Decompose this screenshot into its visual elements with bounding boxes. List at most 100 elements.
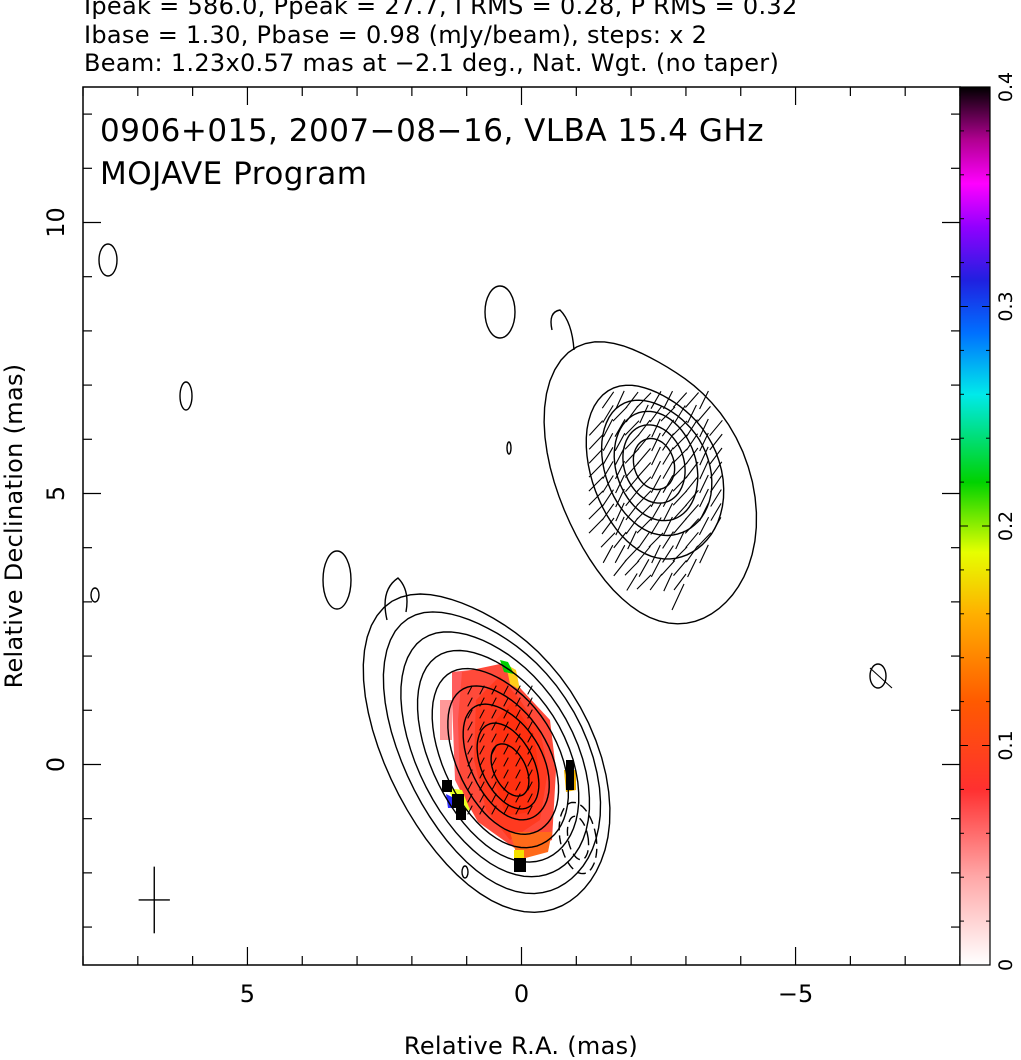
evpa-stick-109	[627, 530, 637, 550]
core-evpa-stick	[491, 733, 497, 743]
core-evpa-stick	[479, 781, 485, 791]
evpa-stick-104	[684, 518, 700, 534]
evpa-stick-97	[601, 517, 615, 535]
core-evpa-stick	[503, 745, 509, 755]
jet-contour-1	[543, 341, 758, 625]
evpa-stick-10	[602, 405, 614, 423]
evpa-stick-57	[651, 460, 661, 480]
core-evpa-stick	[527, 733, 533, 743]
evpa-stick-64	[602, 475, 614, 493]
evpa-stick-118	[624, 546, 640, 562]
evpa-stick-130	[673, 560, 687, 576]
evpa-stick-86	[601, 503, 615, 521]
evpa-stick-108	[613, 531, 627, 549]
evpa-stick-101	[650, 517, 662, 535]
evpa-stick-67	[636, 476, 652, 492]
evpa-stick-102	[663, 516, 673, 536]
core-evpa-stick	[479, 793, 485, 803]
core-evpa-stick	[515, 793, 521, 803]
core-evpa-stick	[491, 757, 497, 767]
evpa-stick-73	[709, 475, 723, 493]
core-evpa-stick	[467, 697, 473, 707]
core-evpa-stick	[527, 721, 533, 731]
core-evpa-stick	[467, 721, 473, 731]
evpa-stick-44	[624, 448, 640, 464]
evpa-stick-58	[662, 461, 674, 479]
core-evpa-stick	[503, 709, 509, 719]
evpa-stick-33	[624, 434, 640, 450]
core-contour-7	[462, 703, 550, 821]
core-evpa-stick	[491, 721, 497, 731]
core-evpa-stick	[467, 685, 473, 695]
negative-contour-1	[558, 801, 598, 875]
evpa-stick-49	[685, 447, 699, 465]
core-evpa-stick	[515, 769, 521, 779]
core-contour-9	[490, 743, 530, 797]
evpa-stick-21	[614, 419, 626, 437]
core-evpa-stick	[467, 805, 473, 815]
core-contour-extension	[384, 577, 408, 621]
evpa-stick-1	[601, 391, 615, 409]
evpa-stick-131	[687, 558, 697, 578]
evpa-stick-38	[685, 433, 699, 451]
core-evpa-stick	[491, 697, 497, 707]
core-evpa-stick	[503, 757, 509, 767]
core-evpa-stick	[479, 805, 485, 815]
core-evpa-stick	[467, 769, 473, 779]
evpa-stick-22	[624, 420, 640, 436]
noise-contour-7	[506, 441, 512, 455]
evpa-stick-84	[710, 489, 722, 507]
evpa-stick-90	[650, 503, 662, 521]
evpa-stick-3	[625, 391, 639, 409]
evpa-stick-30	[588, 434, 604, 450]
evpa-stick-94	[699, 502, 709, 522]
evpa-stick-39	[699, 432, 709, 452]
evpa-stick-2	[615, 390, 625, 410]
evpa-stick-129	[660, 560, 676, 576]
evpa-stick-16	[674, 405, 686, 423]
pol-fraction-edge-2	[452, 794, 464, 808]
core-evpa-stick	[491, 685, 497, 695]
evpa-stick-62	[709, 461, 723, 479]
evpa-stick-29	[709, 419, 723, 437]
evpa-stick-23	[637, 419, 651, 437]
core-evpa-stick	[491, 745, 497, 755]
core-evpa-stick	[527, 685, 533, 695]
evpa-stick-25	[661, 419, 675, 437]
evpa-stick-117	[614, 544, 626, 564]
evpa-stick-47	[662, 447, 674, 465]
evpa-stick-19	[588, 420, 604, 436]
evpa-stick-26	[672, 420, 688, 436]
colorbar-tick-label: 0.3	[995, 291, 1017, 321]
evpa-stick-68	[650, 474, 662, 494]
core-evpa-stick	[467, 745, 473, 755]
evpa-stick-91	[663, 502, 673, 522]
core-evpa-stick	[467, 757, 473, 767]
colorbar-tick-label: 0.2	[995, 511, 1017, 541]
core-evpa-stick	[479, 697, 485, 707]
evpa-stick-100	[636, 518, 652, 534]
noise-contour-4	[484, 285, 516, 339]
evpa-stick-82	[685, 489, 699, 507]
evpa-stick-80	[662, 488, 674, 508]
core-evpa-stick	[527, 769, 533, 779]
jet-contour-4	[613, 410, 699, 522]
evpa-stick-65	[615, 474, 625, 494]
core-evpa-stick	[503, 697, 509, 707]
core-evpa-stick	[503, 793, 509, 803]
evpa-stick-111	[648, 532, 664, 548]
core-evpa-stick	[479, 721, 485, 731]
core-evpa-stick	[479, 685, 485, 695]
evpa-stick-87	[615, 502, 625, 522]
evpa-stick-119	[637, 545, 651, 563]
evpa-stick-110	[637, 531, 651, 549]
core-contour-3	[400, 631, 591, 878]
evpa-stick-112	[662, 531, 674, 549]
evpa-stick-123	[685, 545, 699, 563]
evpa-stick-69	[662, 475, 674, 493]
core-evpa-stick	[515, 685, 521, 695]
evpa-stick-55	[624, 462, 640, 478]
header-line-3: Beam: 1.23x0.57 mas at −2.1 deg., Nat. W…	[84, 49, 780, 77]
core-evpa-stick	[503, 733, 509, 743]
x-tick-label: −5	[778, 980, 813, 1008]
